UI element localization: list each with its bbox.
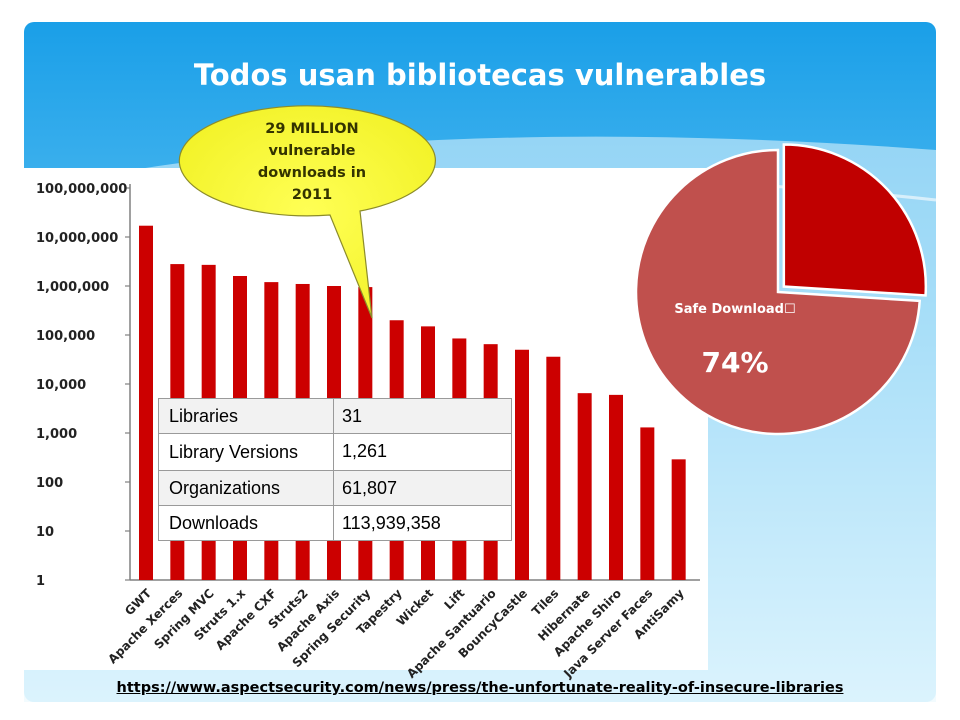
pie-slice-safe	[634, 148, 922, 436]
source-link[interactable]: https://www.aspectsecurity.com/news/pres…	[116, 680, 844, 696]
bar	[577, 393, 592, 580]
bar	[546, 356, 561, 580]
slide-title: Todos usan bibliotecas vulnerables	[193, 58, 767, 92]
callout-line: downloads in	[257, 165, 367, 181]
y-tick-label: 100,000	[36, 329, 95, 344]
table-row: Organizations 61,807	[158, 470, 512, 506]
table-cell-label: Downloads	[158, 505, 334, 541]
stats-table: Libraries 31 Library Versions 1,261 Orga…	[158, 398, 512, 541]
y-tick-label: 100	[36, 476, 63, 491]
y-tick-label: 10,000,000	[36, 231, 118, 246]
table-row: Library Versions 1,261	[158, 433, 512, 471]
bar	[139, 225, 153, 580]
table-cell-value: 1,261	[333, 433, 512, 471]
table-row: Libraries 31	[158, 398, 512, 434]
bar	[671, 459, 686, 580]
y-tick-label: 100,000,000	[36, 182, 127, 197]
y-tick-label: 10,000	[36, 378, 86, 393]
y-tick-label: 1,000,000	[36, 280, 109, 295]
missing-glyph-icon: ☐	[783, 302, 796, 317]
table-cell-value: 31	[333, 398, 512, 434]
bar	[515, 349, 529, 580]
y-tick-label: 1	[36, 574, 45, 589]
table-cell-label: Library Versions	[158, 433, 334, 471]
bar	[609, 394, 623, 580]
table-cell-value: 61,807	[333, 470, 512, 506]
callout-line: 29 MILLION	[265, 121, 359, 137]
y-tick-label: 1,000	[36, 427, 77, 442]
table-row: Downloads 113,939,358	[158, 505, 512, 541]
pie-slice-label: Safe Download☐	[670, 300, 800, 320]
pie-percent-label: 74%	[701, 346, 769, 379]
speech-bubble-shape	[178, 105, 436, 319]
callout-line: vulnerable	[268, 143, 356, 159]
callout-line: 2011	[291, 187, 333, 203]
y-tick-label: 10	[36, 525, 54, 540]
callout-text: 29 MILLION vulnerable downloads in 2011	[232, 118, 392, 206]
table-cell-label: Organizations	[158, 470, 334, 506]
pie-slice-vulnerable	[782, 143, 928, 297]
bar	[640, 427, 655, 580]
pie-label-text: Safe Download	[674, 302, 784, 317]
table-cell-value: 113,939,358	[333, 505, 512, 541]
